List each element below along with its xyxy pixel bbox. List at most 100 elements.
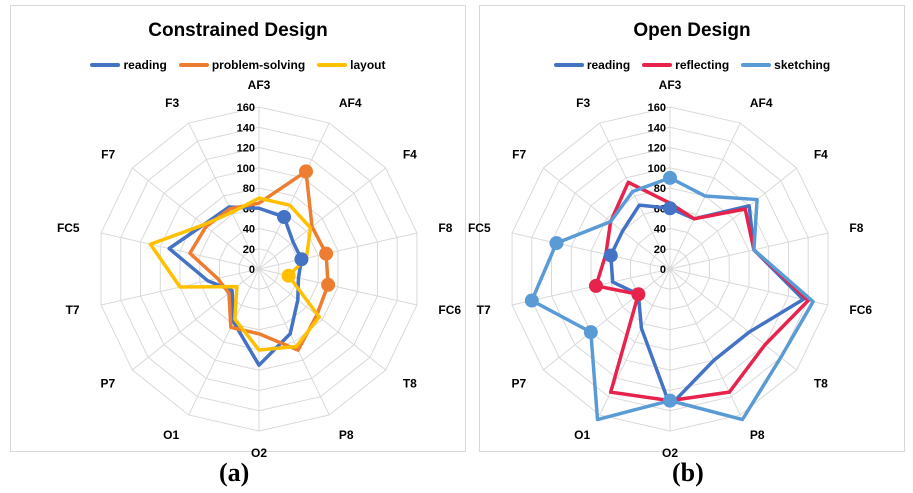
axis-category-label: AF4 bbox=[339, 96, 362, 110]
legend-swatch bbox=[553, 63, 584, 67]
axis-category-label: F8 bbox=[438, 221, 452, 235]
legend-label: layout bbox=[350, 58, 386, 72]
grid-spoke bbox=[669, 232, 829, 270]
series-marker-sketching bbox=[549, 236, 564, 251]
grid-spoke bbox=[258, 122, 330, 270]
grid-spoke bbox=[599, 122, 671, 270]
radial-tick-label: 20 bbox=[243, 244, 255, 256]
axis-category-label: T8 bbox=[403, 377, 417, 391]
series-marker-problem-solving bbox=[321, 277, 336, 292]
radial-tick-label: 40 bbox=[654, 224, 666, 236]
series-line-reading bbox=[609, 203, 806, 408]
chart-panel-constrained: Constrained Design reading problem-solvi… bbox=[10, 5, 466, 460]
axis-category-label: P7 bbox=[100, 377, 115, 391]
radial-tick-label: 140 bbox=[648, 122, 666, 134]
legend-swatch bbox=[642, 63, 673, 67]
radial-tick-label: 100 bbox=[237, 163, 255, 175]
radar-chart-open: 020406080100120140160AF3AF4F4F8FC6T8P8O2… bbox=[468, 78, 872, 460]
grid-spoke bbox=[258, 268, 330, 416]
grid-spoke bbox=[543, 268, 671, 371]
radial-tick-label: 120 bbox=[648, 143, 666, 155]
chart-legend: reading problem-solving layout bbox=[11, 58, 465, 72]
chart-panel-open: Open Design reading reflecting sketching… bbox=[468, 5, 905, 460]
axis-category-label: F4 bbox=[403, 147, 417, 161]
series-marker-reading bbox=[603, 248, 618, 263]
legend-label: problem-solving bbox=[211, 58, 306, 72]
grid-spoke bbox=[188, 268, 260, 416]
series-line-problem-solving bbox=[188, 169, 330, 352]
grid-spoke bbox=[100, 232, 260, 270]
axis-category-label: F7 bbox=[101, 147, 115, 161]
series-marker-reflecting bbox=[631, 287, 646, 302]
series-marker-sketching bbox=[583, 325, 598, 340]
legend-swatch bbox=[178, 63, 209, 67]
radial-tick-label: 40 bbox=[243, 224, 255, 236]
radial-tick-label: 140 bbox=[237, 122, 255, 134]
grid-spoke bbox=[669, 167, 797, 270]
radial-tick-label: 100 bbox=[648, 163, 666, 175]
legend-item-layout: layout bbox=[317, 58, 386, 72]
axis-category-label: T7 bbox=[477, 303, 491, 317]
radial-tick-label: 160 bbox=[237, 102, 255, 114]
grid-spoke bbox=[511, 232, 671, 270]
series-line-reading bbox=[167, 205, 304, 367]
legend-item-reading: reading bbox=[90, 58, 167, 72]
series-marker-problem-solving bbox=[299, 164, 314, 179]
axis-category-label: F4 bbox=[814, 147, 828, 161]
figure-caption-b: (b) bbox=[672, 458, 704, 487]
grid-spoke bbox=[258, 268, 386, 371]
legend-label: sketching bbox=[774, 58, 831, 72]
axis-category-label: FC6 bbox=[438, 303, 461, 317]
axis-category-label: T7 bbox=[66, 303, 80, 317]
series-marker-problem-solving bbox=[319, 246, 334, 261]
axis-category-label: F3 bbox=[576, 96, 590, 110]
series-marker-sketching bbox=[663, 393, 677, 408]
chart-legend: reading reflecting sketching bbox=[480, 58, 904, 72]
series-marker-layout bbox=[281, 268, 296, 283]
grid-spoke bbox=[543, 167, 671, 270]
series-marker-sketching bbox=[524, 293, 539, 308]
axis-category-label: O1 bbox=[163, 428, 179, 442]
legend-item-sketching: sketching bbox=[741, 58, 830, 72]
radial-tick-label: 0 bbox=[660, 264, 666, 276]
radar-chart-constrained: 020406080100120140160AF3AF4F4F8FC6T8P8O2… bbox=[57, 78, 461, 460]
axis-category-label: AF3 bbox=[659, 78, 682, 92]
radial-tick-label: 160 bbox=[648, 102, 666, 114]
axis-category-label: F3 bbox=[165, 96, 179, 110]
axis-category-label: P7 bbox=[511, 377, 526, 391]
chart-title: Open Design bbox=[633, 20, 751, 41]
legend-swatch bbox=[90, 63, 121, 67]
series-line-layout bbox=[148, 196, 321, 352]
legend-item-reflecting: reflecting bbox=[642, 58, 729, 72]
legend-item-problem-solving: problem-solving bbox=[178, 58, 306, 72]
grid-spoke bbox=[669, 268, 797, 371]
series-marker-reading bbox=[277, 210, 292, 225]
legend-label: reflecting bbox=[675, 58, 730, 72]
radial-tick-label: 20 bbox=[654, 244, 666, 256]
legend-swatch bbox=[317, 63, 348, 67]
series-marker-sketching bbox=[663, 170, 677, 185]
series-marker-reflecting bbox=[588, 278, 603, 293]
radial-tick-label: 80 bbox=[654, 183, 666, 195]
legend-swatch bbox=[741, 63, 772, 67]
radial-tick-label: 120 bbox=[237, 143, 255, 155]
grid-spoke bbox=[188, 122, 260, 270]
legend-item-reading: reading bbox=[553, 58, 631, 72]
grid-spoke bbox=[258, 167, 386, 270]
axis-category-label: O2 bbox=[662, 446, 678, 460]
grid-spoke bbox=[132, 167, 260, 270]
axis-category-label: AF4 bbox=[750, 96, 773, 110]
series-marker-reading bbox=[294, 252, 309, 267]
axis-category-label: O1 bbox=[574, 428, 590, 442]
axis-category-label: AF3 bbox=[248, 78, 271, 92]
axis-category-label: T8 bbox=[814, 377, 828, 391]
legend-label: reading bbox=[586, 58, 631, 72]
radial-tick-label: 0 bbox=[249, 264, 255, 276]
axis-category-label: F7 bbox=[512, 147, 526, 161]
figure-caption-a: (a) bbox=[219, 458, 250, 487]
grid-spoke bbox=[258, 232, 418, 270]
legend-label: reading bbox=[123, 58, 167, 72]
axis-category-label: O2 bbox=[251, 446, 267, 460]
radial-tick-label: 80 bbox=[243, 183, 255, 195]
axis-category-label: FC6 bbox=[849, 303, 872, 317]
